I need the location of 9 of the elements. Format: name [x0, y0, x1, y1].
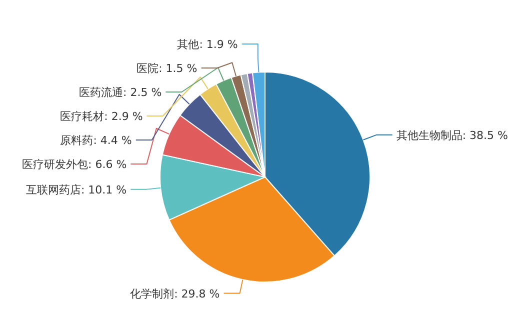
- slice-label: 化学制剂: 29.8 %: [130, 287, 220, 300]
- slice-label: 原料药: 4.4 %: [60, 134, 132, 147]
- slice-label: 医疗研发外包: 6.6 %: [22, 158, 127, 171]
- slice-label: 医院: 1.5 %: [136, 62, 198, 75]
- slice-label: 其他生物制品: 38.5 %: [396, 128, 508, 142]
- slice-label: 医疗耗材: 2.9 %: [60, 110, 143, 123]
- slice-label: 互联网药店: 10.1 %: [26, 183, 127, 196]
- slice-label: 医药流通: 2.5 %: [79, 86, 162, 99]
- slice-label: 其他: 1.9 %: [177, 38, 238, 51]
